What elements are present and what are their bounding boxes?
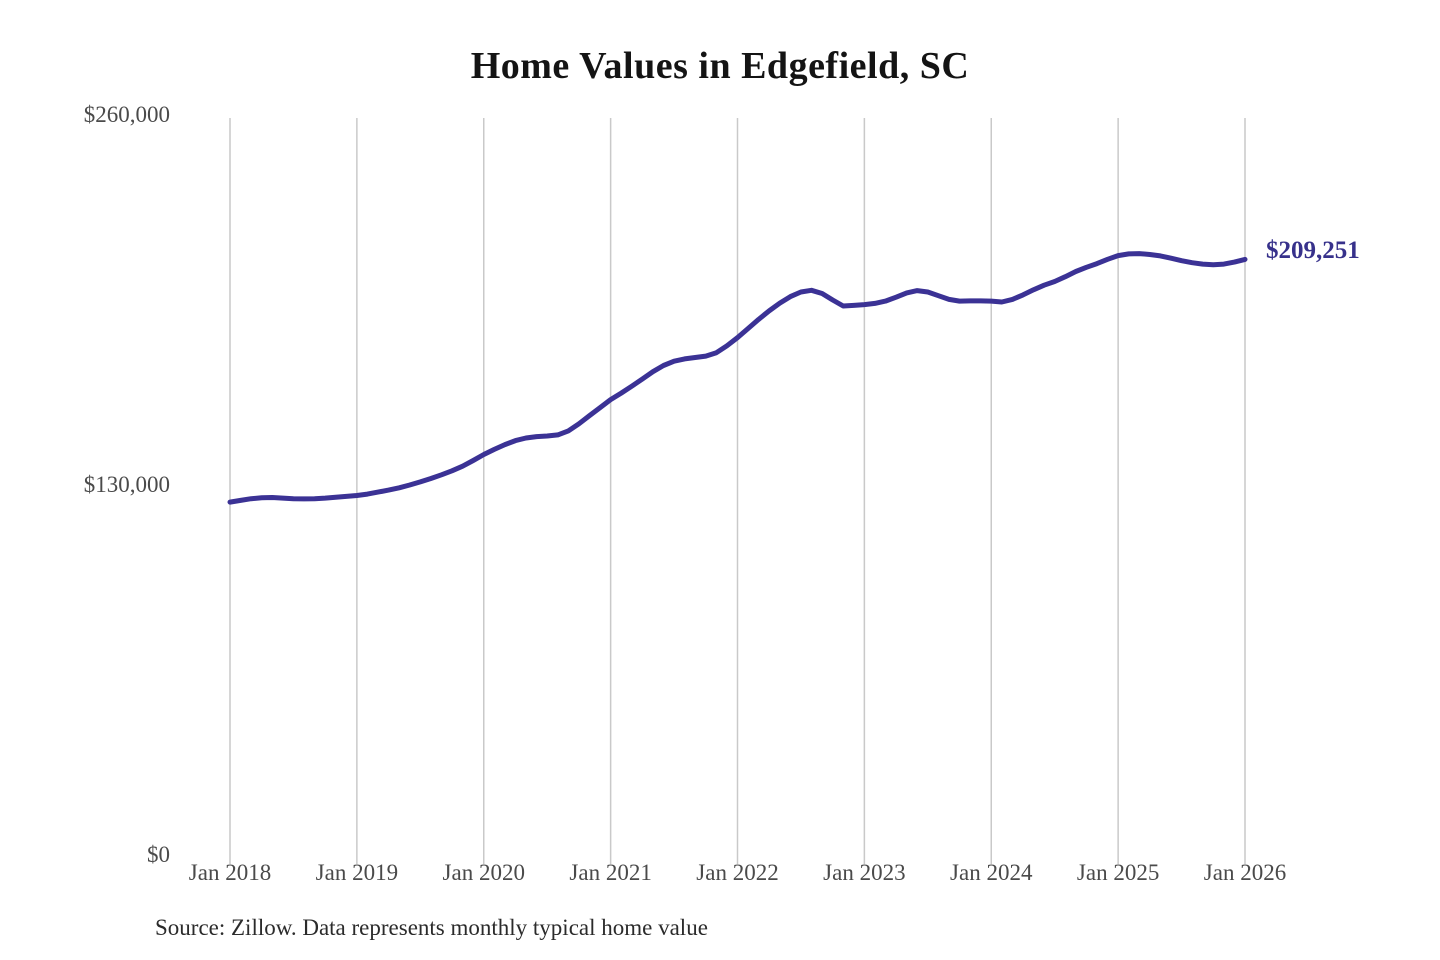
home-value-line [227,251,1248,505]
x-axis-tick-label: Jan 2020 [442,860,525,885]
x-axis-tick-label: Jan 2021 [569,860,652,885]
x-axis-tick-label: Jan 2018 [188,860,272,885]
y-axis-tick-label: $130,000 [83,472,170,497]
x-axis-tick-label: Jan 2022 [696,860,779,885]
x-axis-tick-label: Jan 2026 [1203,860,1287,885]
x-axis-tick-label: Jan 2025 [1076,860,1160,885]
y-axis-tick-label: $0 [147,842,170,867]
x-axis-tick-label: Jan 2024 [950,860,1033,885]
y-axis-tick-label: $260,000 [83,102,170,127]
x-axis-tick-label: Jan 2019 [315,860,399,885]
source-note: Source: Zillow. Data represents monthly … [155,915,708,940]
gridlines-group [229,118,1246,864]
chart-title: Home Values in Edgefield, SC [470,45,970,87]
x-axis-tick-label: Jan 2023 [823,860,906,885]
latest-value-label: $209,251 [1266,237,1360,264]
